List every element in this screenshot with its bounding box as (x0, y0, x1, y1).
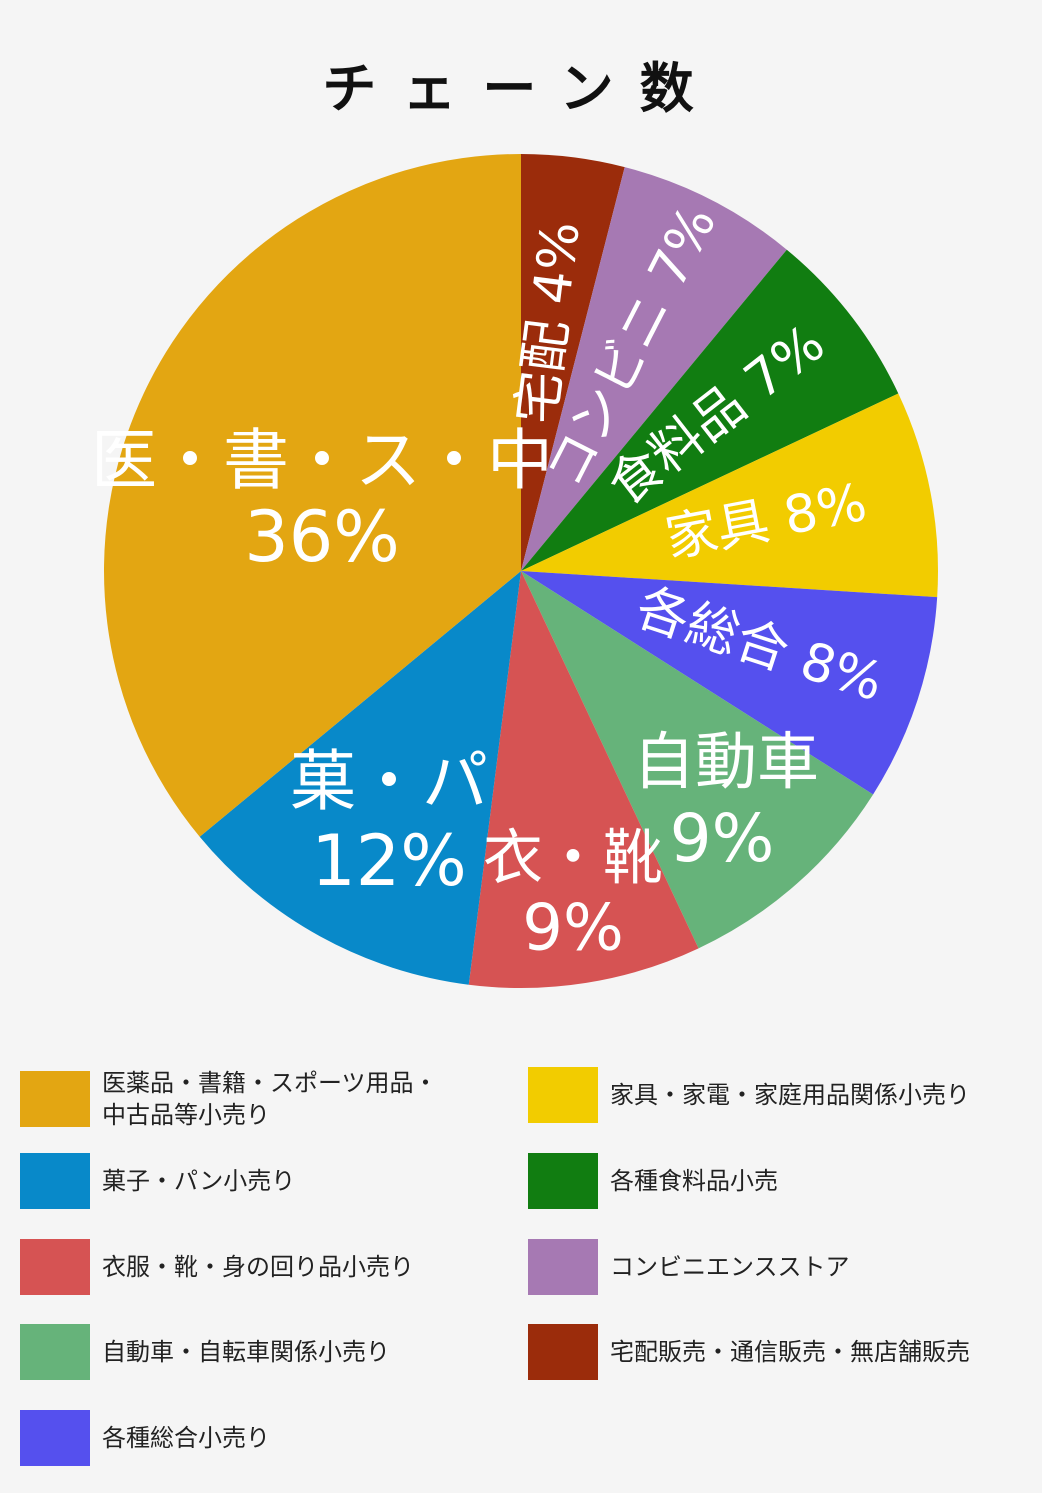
legend-label: 宅配販売・通信販売・無店舗販売 (610, 1336, 970, 1368)
legend-label-line: 家具・家電・家庭用品関係小売り (610, 1081, 970, 1109)
legend-item: 自動車・自転車関係小売り (20, 1324, 390, 1380)
pie-slice-0 (521, 154, 625, 571)
legend-label: 各種食料品小売 (610, 1165, 778, 1197)
legend-label-line: 中古品等小売り (102, 1101, 270, 1129)
legend-item: コンビニエンスストア (528, 1239, 850, 1295)
legend-swatch (528, 1324, 598, 1380)
pie-slice-1 (521, 167, 787, 571)
pie-slice-2 (521, 249, 899, 571)
slice-name-5: 自動車 (633, 725, 819, 798)
legend-label-line: 宅配販売・通信販売・無店舗販売 (610, 1338, 970, 1366)
legend-label-line: 医薬品・書籍・スポーツ用品・ (102, 1069, 438, 1097)
pie-slice-5 (521, 571, 874, 949)
pie-slice-6 (468, 571, 699, 988)
legend-label-line: 各種総合小売り (102, 1424, 270, 1452)
legend-item: 菓子・パン小売り (20, 1153, 295, 1209)
legend-item: 医薬品・書籍・スポーツ用品・ 中古品等小売り (20, 1067, 438, 1131)
legend-item: 家具・家電・家庭用品関係小売り (528, 1067, 970, 1123)
legend-item: 衣服・靴・身の回り品小売り (20, 1239, 414, 1295)
legend-swatch (20, 1239, 90, 1295)
slice-pct-5: 9% (670, 800, 775, 877)
legend-label: コンビニエンスストア (610, 1251, 850, 1283)
chart-title: チェーン数 (322, 57, 720, 120)
legend-swatch (528, 1067, 598, 1123)
legend-label-line: 衣服・靴・身の回り品小売り (102, 1253, 414, 1281)
slice-pct-6: 9% (522, 892, 624, 966)
legend-label: 自動車・自転車関係小売り (102, 1336, 390, 1368)
legend-label: 各種総合小売り (102, 1422, 270, 1454)
legend-label: 医薬品・書籍・スポーツ用品・ 中古品等小売り (102, 1067, 438, 1131)
slice-pct-8: 36% (244, 496, 400, 578)
legend-label: 家具・家電・家庭用品関係小売り (610, 1079, 970, 1111)
pie-slice-7 (199, 571, 521, 985)
legend-swatch (20, 1410, 90, 1466)
legend-label-line: コンビニエンスストア (610, 1253, 850, 1281)
pie-slice-4 (521, 571, 938, 795)
pie-chart: 宅配 4%コンビニ 7%食料品 7%家具 8%各総合 8%自動車9%衣・靴9%菓… (91, 154, 938, 988)
slice-name-7: 菓・パ (290, 743, 488, 820)
legend-label: 菓子・パン小売り (102, 1165, 295, 1197)
legend-swatch (20, 1324, 90, 1380)
legend-swatch (20, 1153, 90, 1209)
pie-slice-3 (521, 393, 938, 598)
legend-label-line: 自動車・自転車関係小売り (102, 1338, 390, 1366)
slice-name-8: 医・書・ス・中 (91, 422, 553, 499)
slice-pct-7: 12% (311, 820, 467, 902)
legend-label-line: 菓子・パン小売り (102, 1167, 296, 1195)
legend-item: 宅配販売・通信販売・無店舗販売 (528, 1324, 970, 1380)
legend-label: 衣服・靴・身の回り品小売り (102, 1251, 414, 1283)
legend-item: 各種食料品小売 (528, 1153, 778, 1209)
legend-item: 各種総合小売り (20, 1410, 270, 1466)
pie-slice-8 (103, 154, 521, 837)
legend-swatch (528, 1153, 598, 1209)
slice-name-6: 衣・靴 (483, 824, 663, 894)
legend-swatch (20, 1071, 90, 1127)
legend-swatch (528, 1239, 598, 1295)
legend-label-line: 各種食料品小売 (610, 1167, 778, 1195)
